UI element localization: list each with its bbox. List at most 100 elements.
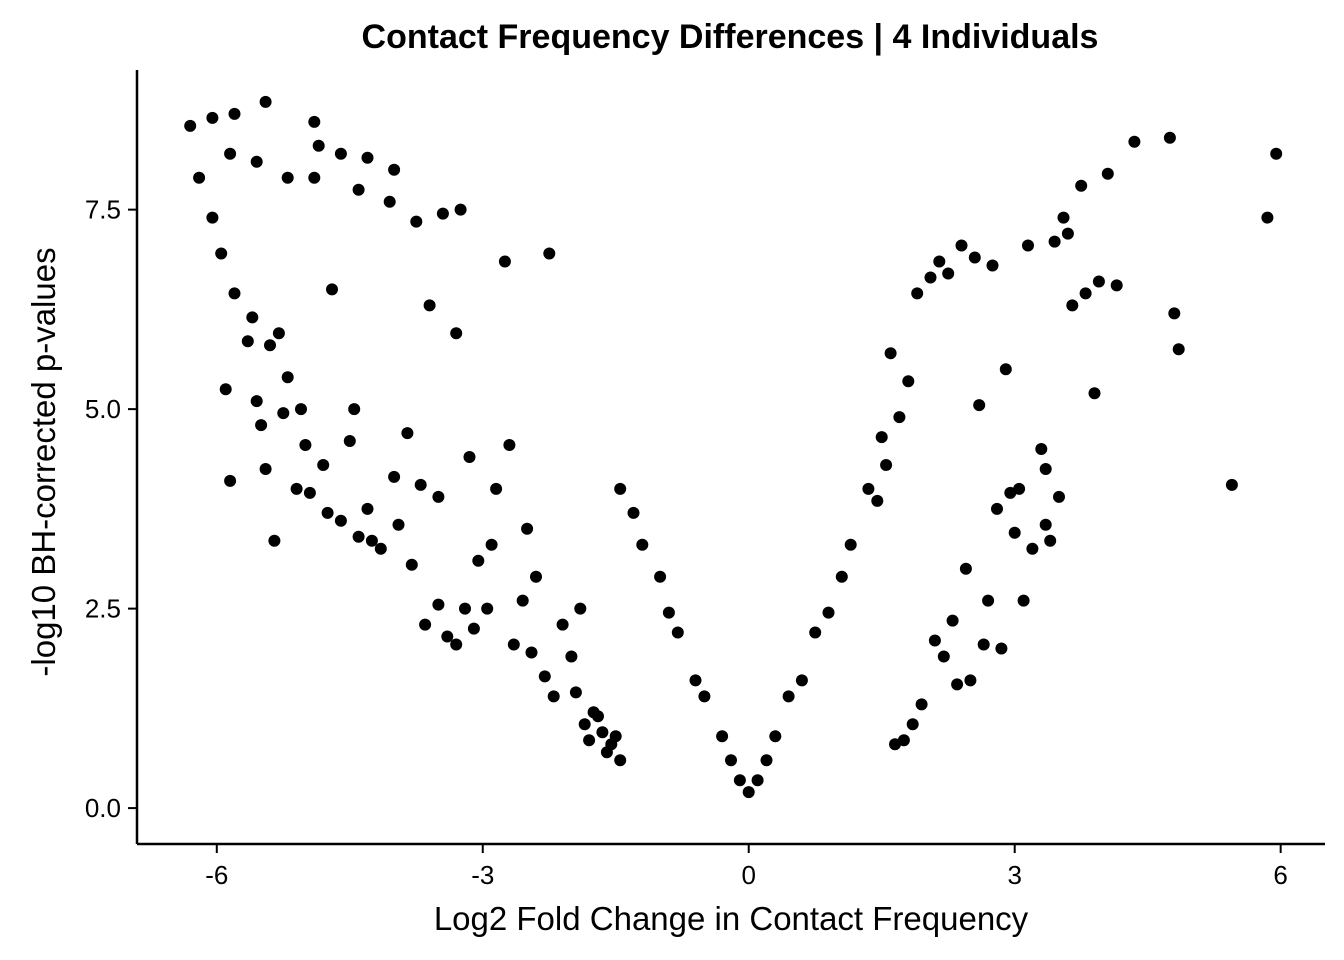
data-point — [937, 650, 950, 663]
data-point — [241, 335, 254, 348]
data-point — [1057, 211, 1070, 224]
data-point — [485, 538, 498, 551]
data-point — [1110, 279, 1123, 292]
data-point — [578, 718, 591, 731]
data-point — [991, 502, 1003, 515]
data-point — [547, 690, 560, 703]
data-point — [419, 618, 432, 631]
data-point — [1101, 167, 1114, 180]
data-point — [490, 482, 503, 495]
data-point — [959, 562, 972, 575]
data-point — [946, 614, 959, 627]
data-point — [414, 478, 427, 491]
data-point — [1172, 343, 1185, 356]
data-point — [769, 730, 782, 743]
data-point — [574, 602, 587, 615]
data-point — [795, 674, 808, 687]
data-point — [312, 139, 325, 152]
data-point — [760, 754, 773, 767]
data-point — [503, 439, 516, 451]
data-point — [822, 606, 835, 619]
data-point — [835, 570, 848, 583]
data-point — [272, 327, 285, 340]
x-tick-label: -6 — [205, 860, 228, 890]
data-point — [844, 538, 857, 551]
data-point — [880, 459, 893, 471]
data-point — [334, 514, 347, 527]
data-point — [662, 606, 675, 619]
data-point — [942, 267, 955, 280]
data-point — [423, 299, 436, 312]
data-point — [281, 171, 294, 184]
data-point — [565, 650, 578, 663]
data-point — [614, 754, 627, 767]
data-point — [454, 203, 467, 216]
data-point — [184, 119, 197, 132]
data-point — [343, 435, 356, 447]
y-tick-label: 0.0 — [85, 793, 121, 823]
data-point — [224, 474, 237, 487]
data-point — [250, 395, 263, 408]
data-point — [1004, 486, 1017, 499]
data-point — [219, 383, 232, 396]
data-point — [295, 403, 307, 416]
data-point — [405, 558, 418, 571]
axes-layer: -6 -3 0 3 6 0.0 2.5 5.0 7.5 — [85, 70, 1325, 890]
data-point — [441, 630, 454, 643]
data-point — [374, 542, 387, 555]
data-point — [401, 427, 414, 440]
data-point — [671, 626, 684, 639]
data-point — [206, 211, 219, 224]
data-point — [1163, 131, 1176, 144]
data-point — [600, 746, 613, 759]
data-point — [1092, 275, 1105, 288]
data-point — [1079, 287, 1092, 300]
data-point — [361, 502, 374, 515]
data-point — [498, 255, 511, 268]
data-point — [410, 215, 423, 228]
data-point — [326, 283, 338, 296]
data-point — [751, 774, 764, 787]
data-point — [1261, 211, 1274, 224]
data-point — [906, 718, 919, 731]
data-point — [348, 403, 361, 416]
y-axis-label: -log10 BH-corrected p-values — [25, 247, 62, 676]
data-point — [986, 259, 999, 272]
data-point — [317, 459, 330, 471]
data-point — [875, 431, 888, 444]
data-point — [782, 690, 795, 703]
data-point — [893, 411, 906, 424]
data-point — [472, 554, 485, 567]
data-point — [1053, 490, 1065, 503]
data-point — [915, 698, 928, 711]
data-point — [977, 638, 990, 651]
data-point — [964, 674, 977, 687]
data-point — [264, 339, 276, 352]
data-point — [871, 494, 884, 507]
data-point — [467, 622, 480, 635]
data-point — [361, 151, 374, 164]
data-point — [924, 271, 937, 284]
data-point — [268, 534, 281, 547]
data-point — [955, 239, 968, 252]
data-point — [352, 530, 365, 543]
points-layer — [184, 95, 1283, 799]
data-point — [255, 419, 268, 432]
data-point — [1088, 387, 1101, 400]
y-tick-label: 7.5 — [85, 195, 121, 225]
data-point — [450, 638, 463, 651]
data-point — [982, 594, 995, 607]
data-point — [889, 738, 901, 751]
data-point — [809, 626, 822, 639]
data-point — [1128, 135, 1141, 148]
data-point — [308, 171, 321, 184]
data-point — [459, 602, 471, 615]
data-point — [1168, 307, 1181, 320]
data-point — [193, 171, 206, 184]
data-point — [516, 594, 529, 607]
data-point — [1075, 179, 1088, 192]
data-point — [383, 195, 396, 208]
data-point — [388, 470, 401, 483]
